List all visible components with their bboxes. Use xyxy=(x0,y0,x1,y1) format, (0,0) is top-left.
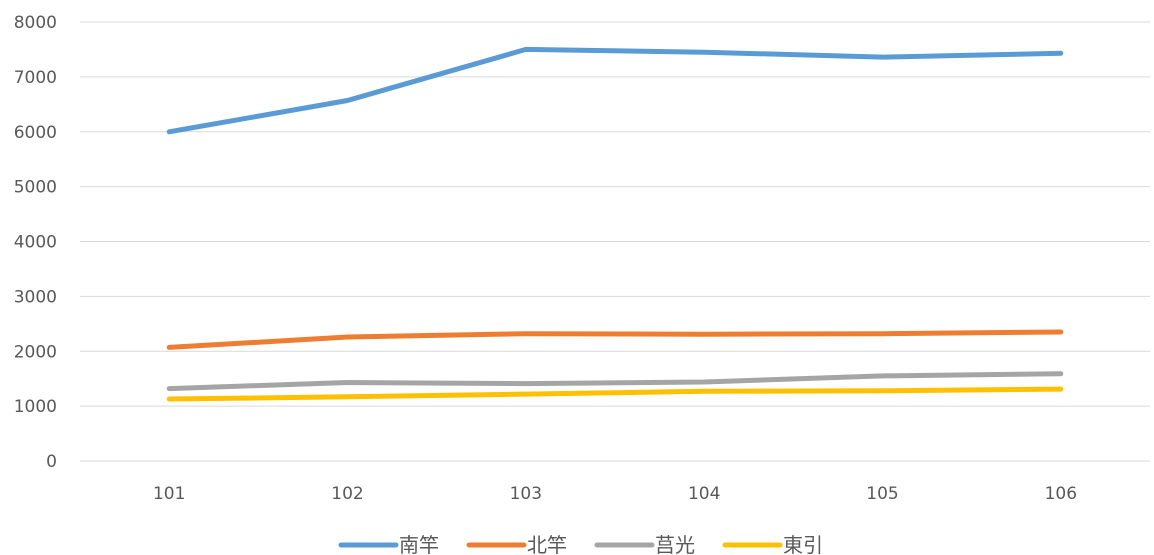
legend-label: 莒光 xyxy=(655,533,695,555)
y-tick-label: 1000 xyxy=(14,397,57,417)
x-axis-tick-labels: 101 102 103 104 105 106 xyxy=(153,484,1077,504)
series-line xyxy=(166,371,1064,392)
y-tick-label: 7000 xyxy=(14,68,57,88)
legend: 南竿 北竿 莒光 東引 xyxy=(338,533,823,555)
series-lines xyxy=(166,46,1064,402)
x-tick-label: 103 xyxy=(510,484,542,504)
legend-label: 南竿 xyxy=(399,533,439,555)
y-tick-label: 5000 xyxy=(14,178,57,198)
legend-label: 東引 xyxy=(783,533,823,555)
x-tick-label: 101 xyxy=(153,484,185,504)
x-tick-label: 106 xyxy=(1045,484,1077,504)
series-line xyxy=(166,386,1064,402)
x-tick-label: 105 xyxy=(866,484,898,504)
x-tick-label: 104 xyxy=(688,484,720,504)
legend-label: 北竿 xyxy=(527,533,567,555)
y-axis-tick-labels: 0 1000 2000 3000 4000 5000 6000 7000 8000 xyxy=(14,13,57,472)
x-tick-label: 102 xyxy=(331,484,363,504)
y-tick-label: 0 xyxy=(46,452,57,472)
y-tick-label: 2000 xyxy=(14,342,57,362)
series-line xyxy=(166,329,1064,350)
y-tick-label: 8000 xyxy=(14,13,57,33)
gridlines xyxy=(80,21,1150,462)
y-tick-label: 6000 xyxy=(14,123,57,143)
y-tick-label: 4000 xyxy=(14,233,57,253)
series-line xyxy=(166,46,1064,135)
y-tick-label: 3000 xyxy=(14,287,57,307)
